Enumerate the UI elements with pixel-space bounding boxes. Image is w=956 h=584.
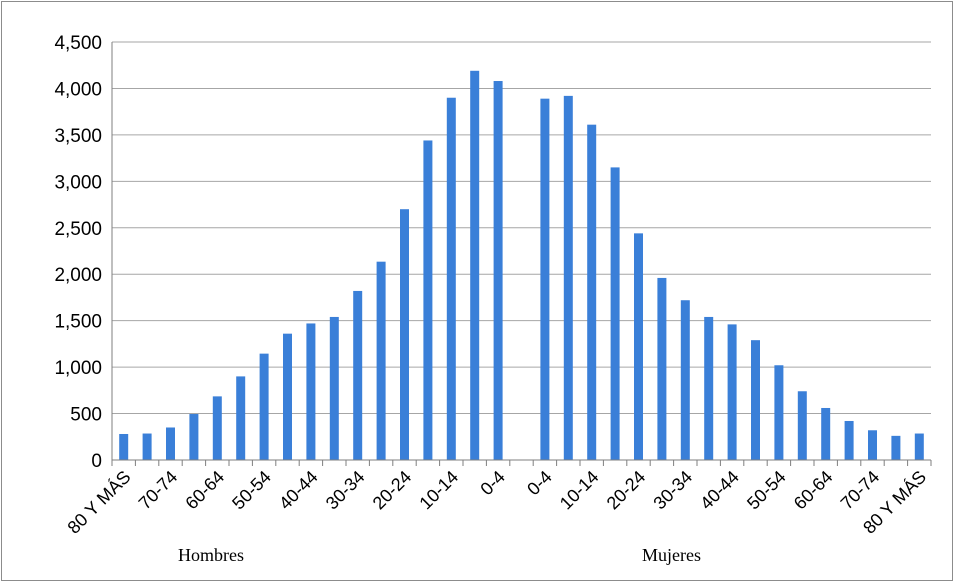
x-tick-label: 20-24 [603, 467, 650, 514]
x-tick-label: 50-54 [228, 467, 275, 514]
y-tick-label: 3,500 [54, 126, 102, 147]
y-tick-label: 500 [70, 405, 102, 426]
bar [891, 435, 901, 460]
x-tick-label: 50-54 [743, 467, 790, 514]
bar [821, 407, 831, 460]
group-label-hombres: Hombres [178, 545, 244, 565]
bar [797, 391, 807, 460]
y-tick-label: 0 [91, 451, 102, 472]
x-tick-label: 10-14 [415, 467, 462, 514]
bar [306, 323, 316, 460]
x-tick-label: 30-34 [649, 467, 696, 514]
x-tick-label: 0-4 [476, 467, 509, 500]
bar [236, 376, 246, 460]
bar [610, 167, 620, 460]
y-tick-label: 1,000 [54, 358, 102, 379]
bar [914, 433, 924, 460]
bar [540, 98, 550, 460]
bar [774, 365, 784, 460]
bar [400, 209, 409, 460]
x-tick-label: 80 Y MÁS [64, 467, 135, 538]
bar [704, 316, 714, 460]
y-tick-label: 2,000 [54, 265, 102, 286]
bar [868, 430, 877, 460]
x-tick-label: 70-74 [135, 467, 182, 514]
bar [751, 340, 760, 460]
x-tick-label: 60-64 [790, 467, 837, 514]
bar [446, 97, 456, 460]
bar [119, 433, 129, 460]
bar [634, 233, 643, 460]
bar [423, 140, 433, 460]
x-tick-label: 40-44 [696, 467, 743, 514]
y-tick-label: 4,500 [54, 33, 102, 54]
bar [844, 420, 854, 460]
x-tick-label: 10-14 [556, 467, 603, 514]
bar [353, 290, 363, 460]
bar [142, 433, 152, 460]
y-tick-label: 3,000 [54, 172, 102, 193]
bar [189, 414, 199, 460]
bar [727, 324, 737, 460]
group-label-mujeres: Mujeres [642, 545, 701, 565]
x-tick-label: 20-24 [369, 467, 416, 514]
x-tick-label: 60-64 [181, 467, 228, 514]
bar [680, 300, 690, 460]
bar [376, 261, 386, 460]
x-tick-label: 30-34 [322, 467, 369, 514]
bar [259, 353, 269, 460]
bar [470, 70, 480, 460]
x-tick-label: 40-44 [275, 467, 322, 514]
x-tick-label: 0-4 [523, 467, 556, 500]
bar [166, 427, 175, 460]
y-tick-label: 4,000 [54, 79, 102, 100]
bar [212, 396, 222, 460]
bar [493, 81, 503, 460]
y-tick-label: 2,500 [54, 219, 102, 240]
bar [587, 124, 597, 460]
bar [563, 95, 573, 461]
y-tick-label: 1,500 [54, 312, 102, 333]
bar [657, 277, 667, 460]
bar [283, 333, 292, 460]
bar [329, 316, 339, 460]
